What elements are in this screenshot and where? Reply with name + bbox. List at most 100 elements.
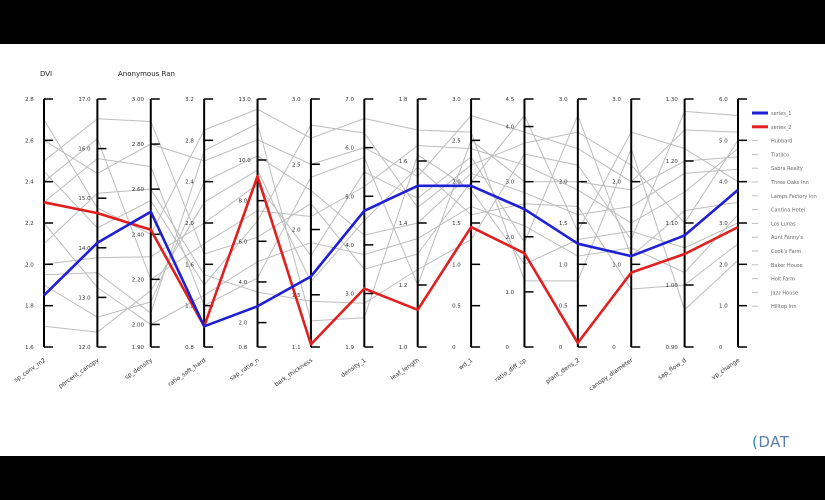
axis-13-tick-label-1: 0.90 bbox=[666, 345, 679, 351]
axis-14-tick-label-5: 4.0 bbox=[719, 180, 728, 186]
series-line-1 bbox=[43, 184, 739, 328]
axis-9-tick-label-1: 0 bbox=[452, 345, 456, 351]
axis-5-tick-label-7: 13.0 bbox=[239, 97, 252, 103]
axis-4-tick-label-4: 2.0 bbox=[185, 221, 194, 227]
axis-2-tick-label-4: 15.0 bbox=[78, 196, 91, 202]
axis-7-tick-label-3: 4.0 bbox=[345, 243, 354, 249]
axis-3-tick-label-6: 2.80 bbox=[132, 142, 145, 148]
axis-10-tick-label-6: 4.5 bbox=[505, 97, 514, 103]
background-line-6 bbox=[43, 108, 739, 311]
axis-13-tick-label-5: 1.30 bbox=[666, 97, 679, 103]
axis-11-tick-label-2: 0.5 bbox=[559, 304, 568, 310]
axis-4-tick-label-2: 1.2 bbox=[185, 304, 194, 310]
legend-label-10: Aunt Fanny's bbox=[771, 235, 803, 241]
header-right-label: Anonymous Ran bbox=[118, 70, 175, 78]
axis-label-8: leaf_length bbox=[390, 357, 421, 382]
axis-7-tick-label-1: 1.9 bbox=[345, 345, 354, 351]
legend-label-11: Cook's Farm bbox=[771, 249, 802, 255]
axis-1-tick-label-3: 2.0 bbox=[25, 262, 34, 268]
axis-9-tick-label-6: 2.5 bbox=[452, 138, 461, 144]
axis-5-tick-label-5: 8.0 bbox=[239, 199, 248, 205]
axis-10-tick-label-1: 0 bbox=[505, 345, 509, 351]
axis-5-tick-label-4: 6.0 bbox=[239, 239, 248, 245]
axis-3-tick-label-3: 2.20 bbox=[132, 277, 145, 283]
axis-13-tick-label-4: 1.20 bbox=[666, 159, 679, 165]
axis-13-tick-label-2: 1.00 bbox=[666, 283, 679, 289]
axis-4-tick-label-6: 2.8 bbox=[185, 138, 194, 144]
axis-label-6: bark_thickness bbox=[273, 357, 314, 388]
axis-label-3: sp_density bbox=[124, 357, 155, 381]
legend-label-3: Hubbard bbox=[771, 139, 792, 145]
axis-7-tick-label-2: 3.0 bbox=[345, 292, 354, 298]
axis-3-tick-label-4: 2.40 bbox=[132, 232, 145, 238]
axis-14-tick-label-4: 3.0 bbox=[719, 221, 728, 227]
background-line-5 bbox=[43, 110, 739, 304]
axis-6-tick-label-5: 3.0 bbox=[292, 97, 301, 103]
bottom-black-bar bbox=[0, 456, 825, 500]
chart-panel bbox=[0, 44, 825, 456]
background-line-2 bbox=[43, 137, 739, 281]
axis-6-tick-label-1: 1.1 bbox=[292, 345, 301, 351]
axis-10-tick-label-4: 3.0 bbox=[505, 180, 514, 186]
axis-8-tick-label-2: 1.2 bbox=[399, 283, 408, 289]
axis-1-tick-label-1: 1.6 bbox=[25, 345, 34, 351]
axis-8-tick-label-3: 1.4 bbox=[399, 221, 408, 227]
axis-label-12: canopy_diameter bbox=[588, 357, 635, 393]
axis-label-7: density_1 bbox=[340, 357, 368, 379]
axis-9-tick-label-4: 1.5 bbox=[452, 221, 461, 227]
axis-9-tick-label-5: 2.0 bbox=[452, 180, 461, 186]
axis-6-tick-label-3: 2.0 bbox=[292, 228, 301, 234]
axis-11-tick-label-3: 1.0 bbox=[559, 262, 568, 268]
axis-12-tick-label-1: 0 bbox=[612, 345, 616, 351]
series-line-2 bbox=[43, 174, 739, 346]
axis-5-tick-label-2: 2.0 bbox=[239, 321, 248, 327]
axis-9-tick-label-3: 1.0 bbox=[452, 262, 461, 268]
axis-2-tick-label-5: 16.0 bbox=[78, 147, 91, 153]
axis-6-tick-label-4: 2.5 bbox=[292, 162, 301, 168]
axis-label-9: wd_1 bbox=[457, 357, 474, 372]
legend-label-4: Tlatilco bbox=[770, 152, 789, 158]
axis-4-tick-label-3: 1.6 bbox=[185, 262, 194, 268]
axis-3-tick-label-1: 1.90 bbox=[132, 345, 145, 351]
highlight-lines bbox=[43, 174, 739, 346]
legend-label-5: Sabra Realty bbox=[771, 166, 803, 172]
legend-label-8: Cantina Hotel bbox=[771, 208, 805, 214]
logo-mark-icon: ( bbox=[752, 433, 759, 451]
axis-13-tick-label-3: 1.10 bbox=[666, 221, 679, 227]
top-black-bar bbox=[0, 0, 825, 44]
axis-label-4: ratio_soft_hard bbox=[167, 357, 208, 388]
axis-7-tick-label-6: 7.0 bbox=[345, 97, 354, 103]
axis-1-tick-label-4: 2.2 bbox=[25, 221, 34, 227]
axis-9-tick-label-2: 0.5 bbox=[452, 304, 461, 310]
background-line-12 bbox=[43, 124, 739, 286]
axis-4-tick-label-5: 2.4 bbox=[185, 180, 194, 186]
axis-5-tick-label-3: 4.0 bbox=[239, 280, 248, 286]
axis-7-tick-label-4: 5.0 bbox=[345, 194, 354, 200]
background-line-3 bbox=[43, 205, 739, 326]
legend-label-2: series_2 bbox=[771, 125, 792, 131]
legend-label-13: Holt Farm bbox=[771, 277, 795, 283]
axis-1-tick-label-5: 2.4 bbox=[25, 180, 34, 186]
axis-8-tick-label-1: 1.0 bbox=[399, 345, 408, 351]
axis-3-tick-label-7: 3.00 bbox=[132, 97, 145, 103]
axes-group: 1.6 1.8 2.0 2.2 2.4 2.6 2.8 sp_conv_m2 12.0 13.0 1… bbox=[13, 97, 747, 392]
axis-11-tick-label-6: 3.0 bbox=[559, 97, 568, 103]
axis-5-tick-label-1: 0.8 bbox=[239, 345, 248, 351]
header-left-label: DVI bbox=[40, 70, 53, 78]
axis-8-tick-label-4: 1.6 bbox=[399, 159, 408, 165]
axis-1-tick-label-7: 2.8 bbox=[25, 97, 34, 103]
axis-4-tick-label-7: 3.2 bbox=[185, 97, 194, 103]
legend-label-14: Jazz House bbox=[770, 290, 798, 296]
axis-14-tick-label-2: 1.0 bbox=[719, 304, 728, 310]
axis-10-tick-label-3: 2.0 bbox=[505, 235, 514, 241]
axis-2-tick-label-2: 13.0 bbox=[78, 295, 91, 301]
axis-label-10: ratio_diff_cp bbox=[494, 357, 528, 384]
logo-text: DAT bbox=[758, 433, 790, 451]
legend: series_1 series_2 Hubbard Tlatilco Sabra Rea… bbox=[752, 111, 817, 310]
background-line-1 bbox=[43, 114, 739, 183]
axis-10-tick-label-2: 1.0 bbox=[505, 290, 514, 296]
axis-12-tick-label-3: 2.0 bbox=[612, 180, 621, 186]
background-line-4 bbox=[43, 155, 739, 318]
axis-2-tick-label-3: 14.0 bbox=[78, 246, 91, 252]
